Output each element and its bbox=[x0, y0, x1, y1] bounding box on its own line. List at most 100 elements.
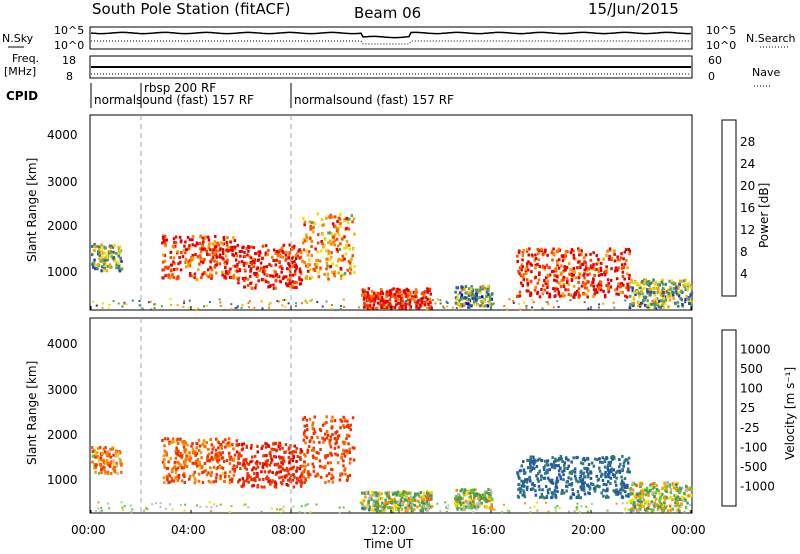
heatmap-cell bbox=[323, 438, 327, 442]
heatmap-cell bbox=[549, 480, 553, 484]
heatmap-cell bbox=[325, 300, 328, 303]
heatmap-cell bbox=[253, 261, 256, 265]
heatmap-cell bbox=[172, 260, 175, 264]
heatmap-cell bbox=[324, 432, 327, 436]
heatmap-cell bbox=[408, 491, 412, 495]
heatmap-cell bbox=[553, 289, 557, 293]
heatmap-cell bbox=[649, 293, 652, 297]
heatmap-cell bbox=[263, 470, 267, 474]
heatmap-cell bbox=[102, 263, 106, 267]
heatmap-cell bbox=[161, 260, 165, 264]
heatmap-cell bbox=[404, 506, 407, 510]
heatmap-cell bbox=[172, 256, 176, 260]
heatmap-cell bbox=[625, 259, 628, 262]
heatmap-cell bbox=[383, 504, 386, 508]
heatmap-cell bbox=[273, 484, 277, 488]
heatmap-cell bbox=[621, 270, 625, 274]
heatmap-cell bbox=[555, 249, 559, 253]
heatmap-cell bbox=[565, 266, 569, 269]
heatmap-cell bbox=[572, 269, 576, 273]
heatmap-cell bbox=[487, 284, 490, 288]
heatmap-cell bbox=[284, 468, 287, 472]
heatmap-cell bbox=[572, 284, 576, 288]
heatmap-cell bbox=[215, 260, 219, 264]
heatmap-cell bbox=[648, 306, 651, 310]
heatmap-cell bbox=[471, 291, 474, 295]
heatmap-cell bbox=[110, 250, 113, 254]
heatmap-cell bbox=[287, 478, 290, 482]
heatmap-cell bbox=[207, 479, 211, 483]
heatmap-cell bbox=[118, 457, 121, 461]
heatmap-cell bbox=[579, 474, 582, 478]
heatmap-cell bbox=[606, 509, 609, 512]
heatmap-cell bbox=[536, 281, 539, 285]
heatmap-cell bbox=[655, 497, 658, 501]
heatmap-cell bbox=[312, 440, 316, 444]
heatmap-cell bbox=[568, 272, 571, 276]
heatmap-cell bbox=[562, 278, 565, 282]
heatmap-cell bbox=[684, 488, 687, 492]
heatmap-cell bbox=[207, 452, 211, 456]
heatmap-region bbox=[361, 490, 434, 513]
heatmap-cell bbox=[478, 495, 482, 499]
heatmap-cell bbox=[163, 253, 166, 257]
heatmap-cell bbox=[633, 501, 636, 505]
heatmap-cell bbox=[428, 497, 432, 501]
heatmap-cell bbox=[243, 268, 246, 272]
heatmap-cell bbox=[212, 458, 215, 462]
heatmap-cell bbox=[188, 299, 191, 302]
heatmap-cell bbox=[621, 502, 624, 505]
heatmap-cell bbox=[544, 485, 548, 488]
heatmap-cell bbox=[151, 503, 154, 506]
heatmap-cell bbox=[429, 505, 433, 509]
heatmap-cell bbox=[675, 292, 679, 296]
heatmap-cell bbox=[116, 472, 119, 476]
heatmap-cell bbox=[309, 268, 312, 272]
heatmap-cell bbox=[272, 286, 276, 290]
heatmap-cell bbox=[308, 263, 312, 267]
heatmap-cell bbox=[328, 258, 332, 262]
heatmap-cell bbox=[652, 502, 655, 506]
heatmap-cell bbox=[486, 288, 490, 292]
heatmap-cell bbox=[661, 286, 665, 290]
heatmap-cell bbox=[521, 265, 524, 269]
heatmap-cell bbox=[212, 465, 216, 469]
heatmap-cell bbox=[520, 484, 524, 488]
heatmap-cell bbox=[249, 261, 252, 264]
heatmap-cell bbox=[225, 271, 228, 275]
heatmap-cell bbox=[639, 481, 642, 485]
heatmap-cell bbox=[118, 269, 122, 273]
heatmap-cell bbox=[516, 494, 520, 498]
heatmap-cell bbox=[607, 290, 610, 294]
heatmap-cell bbox=[225, 442, 229, 446]
heatmap-cell bbox=[293, 265, 297, 269]
heatmap-cell bbox=[595, 262, 598, 266]
heatmap-cell bbox=[554, 509, 557, 512]
heatmap-cell bbox=[178, 235, 182, 239]
heatmap-cell bbox=[601, 456, 604, 460]
heatmap-cell bbox=[256, 460, 259, 464]
heatmap-cell bbox=[229, 275, 233, 279]
heatmap-cell bbox=[478, 499, 481, 502]
heatmap-cell bbox=[595, 254, 598, 258]
heatmap-cell bbox=[177, 476, 181, 480]
heatmap-cell bbox=[628, 499, 632, 503]
heatmap-cell bbox=[375, 494, 378, 498]
heatmap-cell bbox=[363, 491, 367, 495]
heatmap-cell bbox=[272, 454, 276, 458]
heatmap-cell bbox=[93, 258, 96, 262]
heatmap-cell bbox=[673, 301, 677, 305]
heatmap-cell bbox=[307, 269, 310, 273]
heatmap-cell bbox=[660, 290, 663, 294]
heatmap-cell bbox=[460, 297, 463, 301]
heatmap-cell bbox=[674, 290, 678, 294]
heatmap-cell bbox=[557, 305, 560, 308]
heatmap-cell bbox=[607, 495, 610, 499]
heatmap-cell bbox=[241, 477, 245, 480]
heatmap-cell bbox=[546, 471, 549, 475]
heatmap-cell bbox=[326, 461, 330, 465]
heatmap-cell bbox=[576, 480, 580, 484]
heatmap-cell bbox=[669, 491, 673, 494]
heatmap-cell bbox=[239, 254, 242, 258]
heatmap-cell bbox=[273, 269, 276, 273]
